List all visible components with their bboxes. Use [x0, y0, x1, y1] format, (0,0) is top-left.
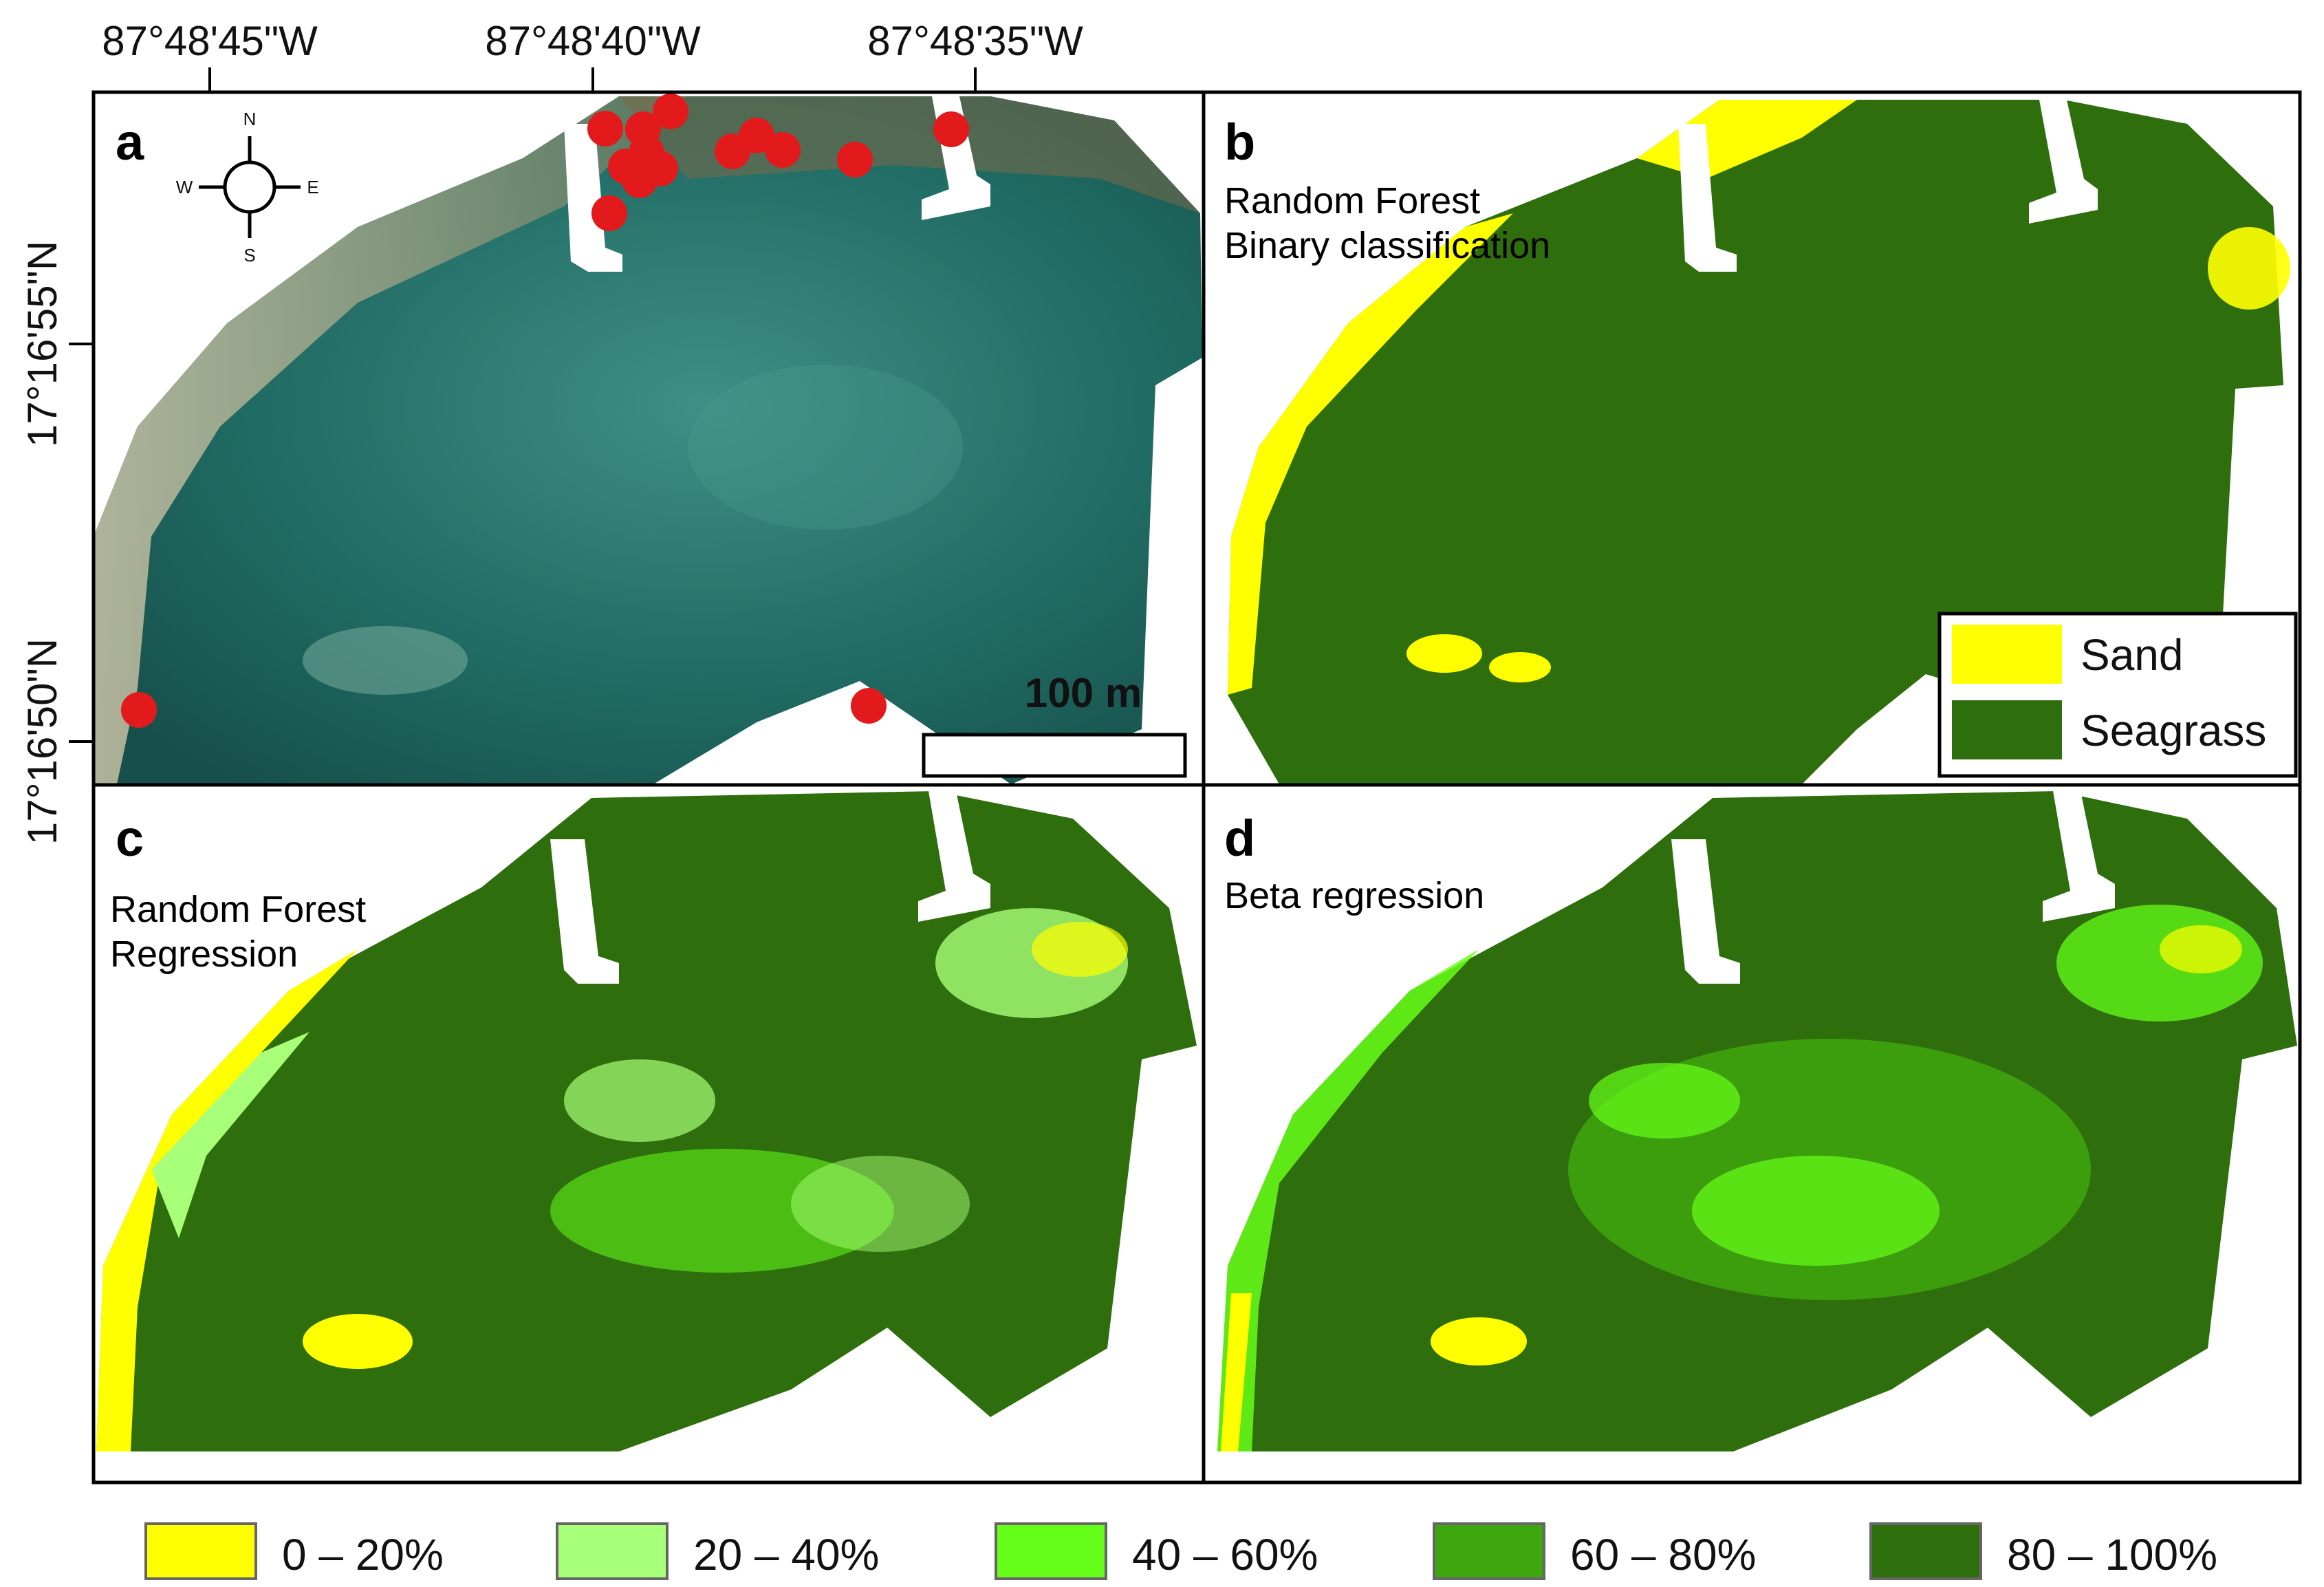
panel-b: Sand Seagrass b Random Forest Binary cla… — [1205, 92, 2300, 784]
legend-swatch-40-60 — [995, 1522, 1107, 1580]
panel-d-title-line1: Beta regression — [1224, 875, 1484, 916]
top-axis: 87°48'45"W 87°48'40"W 87°48'35"W — [102, 18, 1083, 91]
legend-label-0-20: 0 – 20% — [282, 1530, 444, 1579]
sample-point — [933, 111, 969, 147]
panel-letter-d: d — [1224, 810, 1255, 867]
scale-bar — [922, 733, 1187, 778]
shore-band — [94, 96, 688, 784]
sample-point — [121, 692, 157, 728]
panel-d: d Beta regression — [1205, 786, 2300, 1482]
compass-rose: N S E W — [176, 109, 319, 266]
legend-sand-swatch — [1952, 625, 2062, 684]
panel-frames — [91, 90, 2302, 1485]
legend-seagrass-label: Seagrass — [2081, 706, 2266, 755]
panel-c-title-line1: Random Forest — [110, 889, 366, 930]
legend-swatch-0-20 — [144, 1522, 257, 1580]
lon-tick-3: 87°48'35"W — [867, 18, 1083, 64]
sample-point — [837, 142, 873, 177]
sample-point — [622, 162, 658, 198]
compass-w: W — [176, 177, 193, 197]
scale-label: 100 m — [1025, 670, 1142, 716]
binary-legend: Sand Seagrass — [1937, 612, 2298, 778]
panel-b-title-line1: Random Forest — [1224, 180, 1480, 222]
panel-letter-c: c — [116, 810, 144, 867]
panel-letter-a: a — [116, 114, 144, 171]
sample-point — [653, 94, 688, 129]
lat-tick-1: 17°16'55"N — [19, 241, 65, 447]
compass-n: N — [243, 109, 257, 129]
sample-point — [851, 688, 887, 724]
left-axis: 17°16'55"N 17°16'50"N — [19, 241, 92, 845]
legend-seagrass-swatch — [1952, 700, 2062, 759]
lat-tick-2: 17°16'50"N — [19, 638, 65, 845]
sample-points — [121, 94, 969, 728]
legend-label-80-100: 80 – 100% — [2007, 1530, 2217, 1579]
sample-point — [587, 111, 623, 147]
legend-swatch-80-100 — [1869, 1522, 1982, 1580]
legend-label-60-80: 60 – 80% — [1570, 1530, 1756, 1579]
panel-a: N S E W — [94, 92, 1202, 784]
sample-point — [765, 132, 801, 168]
legend-label-40-60: 40 – 60% — [1132, 1530, 1318, 1579]
panel-c-title-line2: Regression — [110, 933, 298, 975]
legend-label-20-40: 20 – 40% — [693, 1530, 879, 1579]
legend-swatch-20-40 — [556, 1522, 669, 1580]
cover-legend: 0 – 20% 20 – 40% 40 – 60% 60 – 80% 80 – … — [144, 1522, 2217, 1580]
legend-swatch-60-80 — [1433, 1522, 1545, 1580]
sample-point — [591, 195, 627, 231]
legend-sand-label: Sand — [2081, 630, 2183, 680]
sample-point — [739, 118, 774, 153]
lon-tick-2: 87°48'40"W — [485, 18, 701, 64]
compass-s: S — [243, 245, 255, 266]
panel-letter-b: b — [1224, 114, 1255, 171]
compass-e: E — [307, 177, 318, 197]
panel-b-title-line2: Binary classification — [1224, 225, 1550, 266]
lon-tick-1: 87°48'45"W — [102, 18, 318, 64]
panel-c: c Random Forest Regression — [94, 786, 1202, 1482]
